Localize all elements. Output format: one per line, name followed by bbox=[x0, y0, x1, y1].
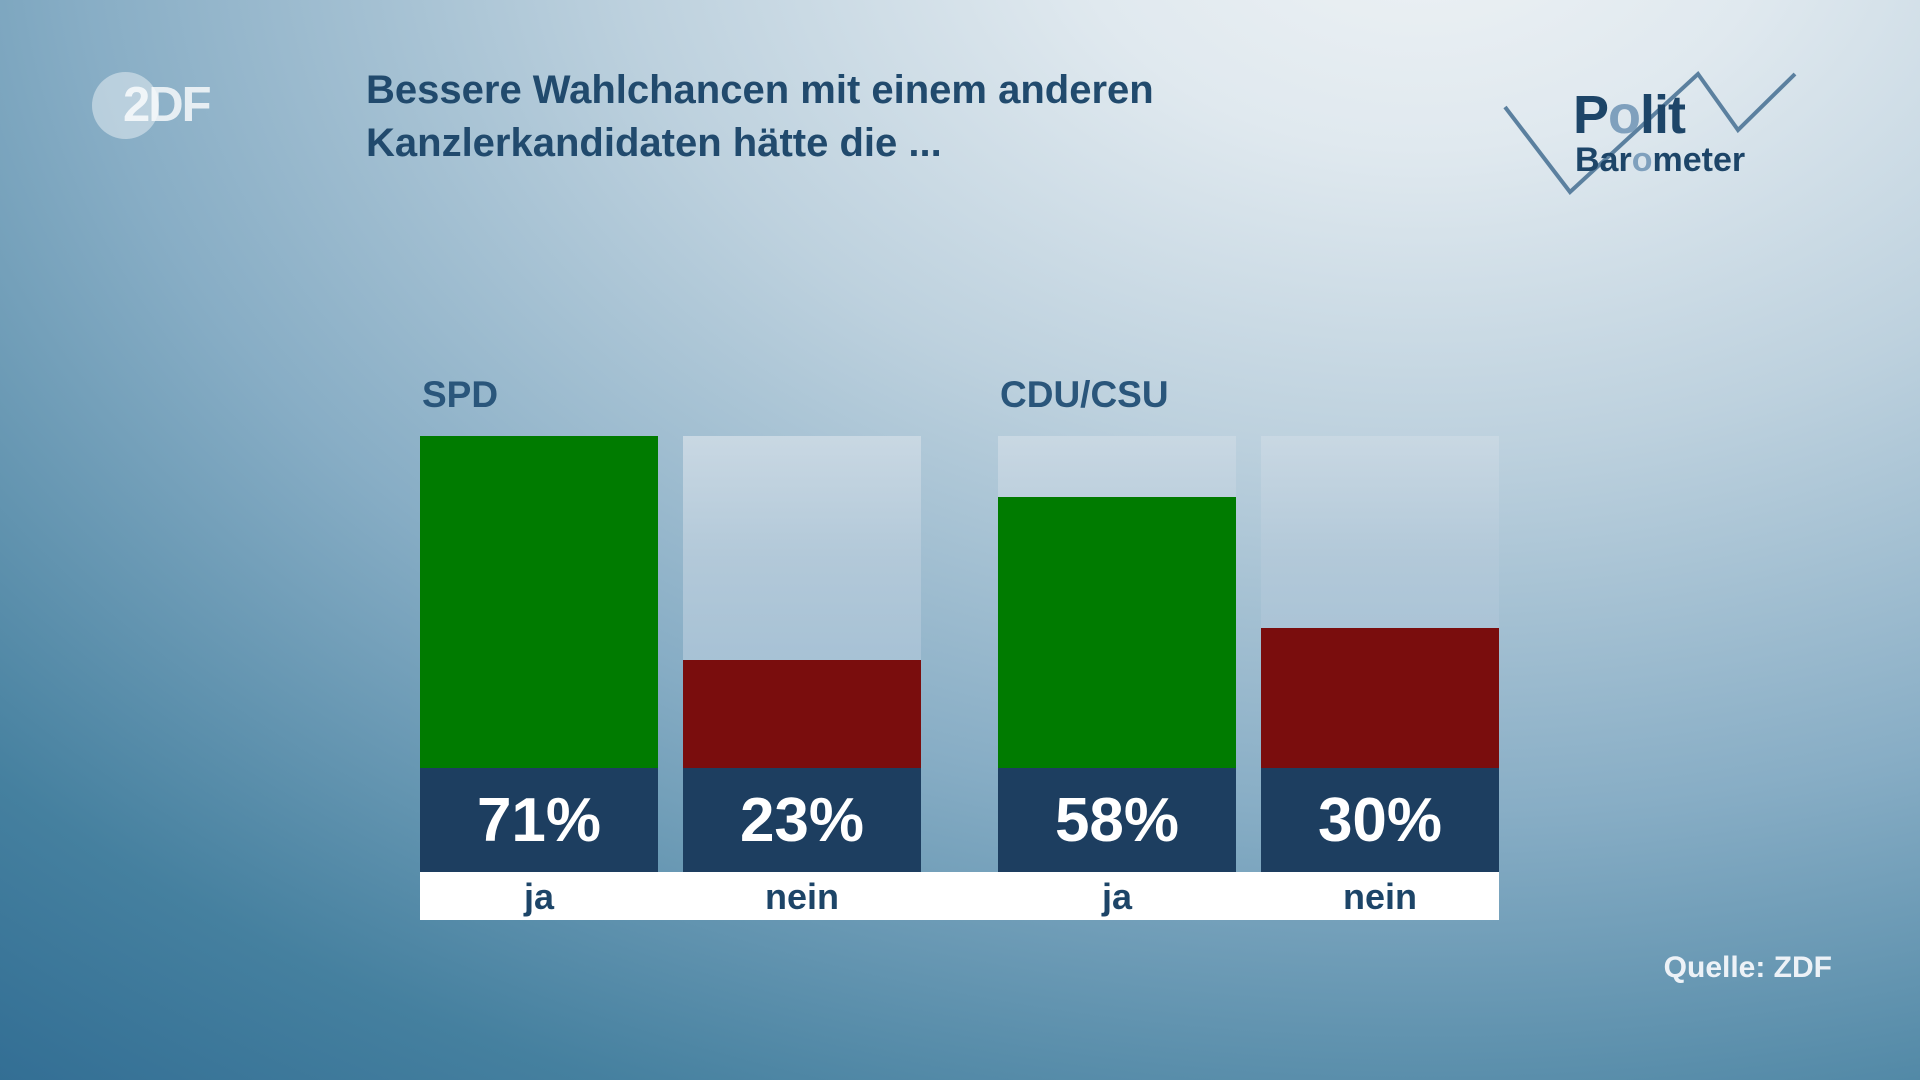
zigzag-trend-icon bbox=[1503, 70, 1797, 195]
group-label-cdu-csu: CDU/CSU bbox=[1000, 374, 1169, 415]
politbarometer-word-barometer: Barometer bbox=[1575, 141, 1746, 179]
value-label-cdu-csu-ja: 58% bbox=[998, 768, 1236, 872]
answer-label-strip: ja nein ja nein bbox=[420, 872, 1499, 920]
chart-question-title: Bessere Wahlchancen mit einem anderen Ka… bbox=[366, 64, 1154, 170]
polit-light-o: o bbox=[1608, 85, 1641, 145]
answer-label-cdu-csu-ja: ja bbox=[1101, 876, 1133, 917]
bar-column-cdu-csu-nein: 30% bbox=[1261, 436, 1499, 872]
zdf-logo-digit: 2 bbox=[123, 78, 150, 132]
bar-chart: ja nein ja nein 71% 23% 58% 30% bbox=[420, 436, 1499, 920]
zdf-logo-letters: DF bbox=[148, 78, 211, 132]
source-credit: Quelle: ZDF bbox=[1663, 951, 1832, 984]
title-line-1: Bessere Wahlchancen mit einem anderen bbox=[366, 68, 1154, 112]
answer-label-cdu-csu-nein: nein bbox=[1342, 876, 1417, 917]
politbarometer-word-polit: Polit bbox=[1573, 85, 1686, 145]
zdf-logo-circle bbox=[92, 72, 159, 139]
bar-fill-cdu-csu-ja bbox=[998, 497, 1236, 768]
group-label-spd: SPD bbox=[422, 374, 499, 415]
politbarometer-logo: Polit Barometer bbox=[1495, 50, 1815, 240]
bar-track-cdu-csu-ja bbox=[998, 436, 1236, 768]
value-label-spd-ja: 71% bbox=[420, 768, 658, 872]
answer-label-spd-ja: ja bbox=[523, 876, 555, 917]
zdf-logo: 2DF bbox=[92, 71, 282, 143]
bar-fill-spd-ja bbox=[420, 436, 658, 768]
bar-column-cdu-csu-ja: 58% bbox=[998, 436, 1236, 872]
bar-column-spd-ja: 71% bbox=[420, 436, 658, 872]
bar-track-spd-ja bbox=[420, 436, 658, 768]
value-label-cdu-csu-nein: 30% bbox=[1261, 768, 1499, 872]
bar-track-spd-nein bbox=[683, 436, 921, 768]
bar-track-cdu-csu-nein bbox=[1261, 436, 1499, 768]
bar-column-spd-nein: 23% bbox=[683, 436, 921, 872]
bar-fill-spd-nein bbox=[683, 660, 921, 768]
title-line-2: Kanzlerkandidaten hätte die ... bbox=[366, 121, 942, 165]
zdf-logo-text: 2DF bbox=[123, 72, 212, 138]
answer-label-spd-nein: nein bbox=[764, 876, 839, 917]
bar-fill-cdu-csu-nein bbox=[1261, 628, 1499, 768]
value-label-spd-nein: 23% bbox=[683, 768, 921, 872]
barometer-light-o: o bbox=[1631, 141, 1653, 179]
